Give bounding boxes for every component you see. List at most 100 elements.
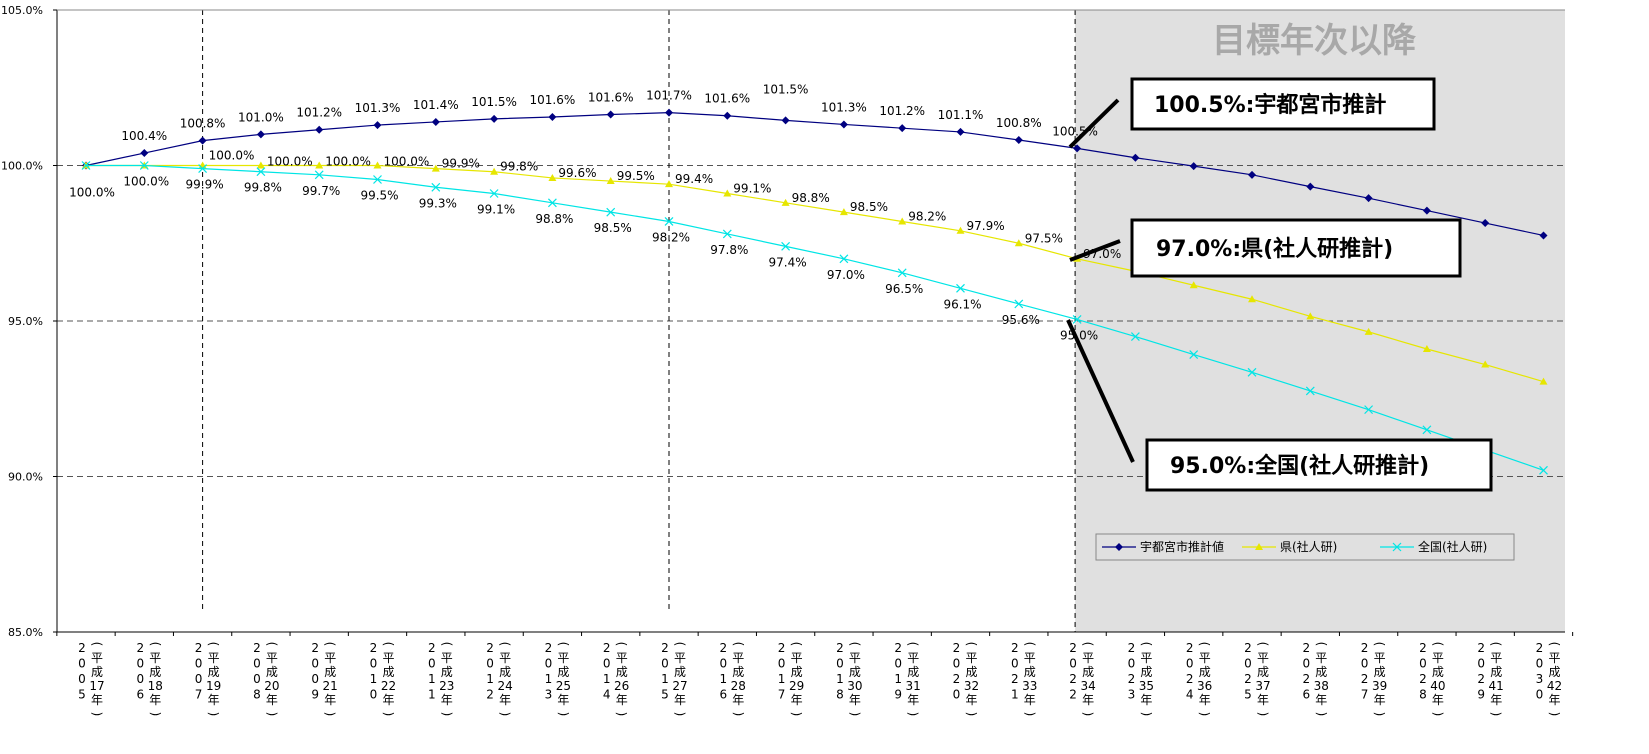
data-label: 98.2% [908, 209, 946, 223]
x-tick-year-char: 0 [1069, 657, 1077, 671]
x-tick-era-char: 平 [1024, 651, 1036, 665]
data-point [489, 189, 499, 198]
x-tick-year-char: 2 [953, 641, 961, 655]
data-label: 99.5% [360, 188, 398, 202]
x-tick-year-char: 2 [661, 641, 669, 655]
x-tick-year-char: 4 [603, 688, 611, 702]
x-tick-era-char: ) [731, 712, 745, 717]
x-tick-era-char: ( [790, 642, 804, 647]
x-tick-era-char: 年 [557, 693, 569, 707]
x-tick-year-char: 2 [1186, 672, 1194, 686]
x-tick-era-char: 年 [791, 693, 803, 707]
x-tick-year-char: 2 [1477, 641, 1485, 655]
data-point [1014, 239, 1023, 247]
data-point [140, 149, 149, 158]
x-tick-era-char: ( [382, 642, 396, 647]
marker-stroke [897, 268, 907, 278]
data-label: 101.4% [413, 98, 459, 112]
y-tick-label: 95.0% [8, 315, 43, 328]
data-point [1539, 231, 1548, 240]
x-tick-year-char: 2 [1069, 672, 1077, 686]
data-point [1131, 153, 1140, 162]
target-year-banner: 目標年次以降 [1212, 21, 1417, 61]
x-tick-era-char: 平 [149, 651, 161, 665]
data-point [1248, 170, 1256, 179]
x-tick-year-char: 0 [894, 657, 902, 671]
x-tick-year-char: 2 [1477, 672, 1485, 686]
data-label: 100.0% [325, 155, 371, 169]
data-label: 99.6% [558, 166, 596, 180]
x-tick-year-char: 2 [1069, 688, 1077, 702]
x-tick-era-char: ) [1431, 712, 1445, 717]
x-tick-year-char: 8 [836, 688, 844, 702]
data-label: 101.5% [471, 95, 517, 109]
x-tick-era-char: 成 [1490, 665, 1502, 679]
x-tick-era-char: 平 [1374, 651, 1386, 665]
data-point [431, 117, 440, 126]
x-tick-era-char: ) [965, 712, 979, 717]
x-tick-era-char: 成 [266, 665, 278, 679]
x-tick-era-char: ( [1198, 642, 1212, 647]
data-label: 101.6% [588, 90, 634, 104]
x-tick-year-char: 0 [78, 672, 86, 686]
data-point [548, 112, 557, 121]
data-point [256, 130, 265, 139]
x-tick-era-char: 年 [1140, 693, 1152, 707]
x-tick-era-char: 平 [208, 651, 220, 665]
x-tick-era-char: ) [615, 712, 629, 717]
x-tick-era-char: 年 [616, 693, 628, 707]
x-tick-year-char: 2 [545, 641, 553, 655]
callout: 97.0%:県(社人研推計) [1069, 218, 1462, 278]
x-tick-year-char: 2 [78, 641, 86, 655]
x-tick-era-char: 平 [1140, 651, 1152, 665]
x-tick-year-char: 2 [311, 641, 319, 655]
data-point [956, 127, 965, 136]
x-tick-era-char: 23 [439, 679, 454, 693]
x-tick-era-char: 成 [791, 665, 803, 679]
marker-stroke [373, 175, 382, 184]
x-tick-year-char: 2 [603, 641, 611, 655]
x-tick-year-char: 0 [1128, 657, 1136, 671]
data-label: 97.4% [769, 255, 807, 269]
x-tick-era-char: ( [615, 642, 629, 647]
data-label: 97.8% [710, 243, 748, 257]
data-point [839, 120, 848, 129]
x-tick-era-char: 平 [1199, 651, 1211, 665]
data-point [898, 124, 907, 133]
x-tick-year-char: 1 [603, 672, 611, 686]
x-tick-era-char: 成 [1140, 665, 1152, 679]
x-tick-era-char: 成 [1082, 665, 1094, 679]
x-tick-year-char: 2 [1244, 641, 1252, 655]
x-tick-era-char: 年 [208, 693, 220, 707]
x-tick-era-char: 平 [1315, 651, 1327, 665]
x-tick-year-char: 9 [311, 688, 319, 702]
x-tick-year-char: 1 [545, 672, 553, 686]
x-axis-tick-labels: 2005(平成17年)2006(平成18年)2007(平成19年)2008(平成… [78, 641, 1562, 716]
callouts: 100.5%:宇都宮市推計 97.0%:県(社人研推計) 95.0%:全国(社人研推… [1066, 77, 1493, 492]
x-tick-era-char: 25 [556, 679, 571, 693]
x-tick-era-char: 年 [849, 693, 861, 707]
data-point [1364, 405, 1374, 415]
x-tick-year-char: 2 [253, 641, 261, 655]
x-tick-era-char: 年 [1315, 693, 1327, 707]
x-tick-era-char: 平 [557, 651, 569, 665]
x-tick-era-char: 年 [1257, 693, 1269, 707]
x-tick-year-char: 2 [1186, 641, 1194, 655]
data-point [1014, 135, 1023, 144]
x-tick-era-char: 成 [1548, 665, 1560, 679]
x-tick-era-char: 年 [1024, 693, 1036, 707]
x-tick-era-char: 30 [847, 679, 862, 693]
x-tick-era-char: 成 [1374, 665, 1386, 679]
x-tick-era-char: 平 [382, 651, 394, 665]
marker-stroke [1189, 350, 1199, 360]
x-tick-era-char: 39 [1372, 679, 1387, 693]
x-tick-era-char: ) [498, 712, 512, 717]
data-point [665, 180, 673, 188]
callout: 95.0%:全国(社人研推計) [1066, 319, 1493, 492]
data-label: 100.0% [123, 175, 169, 189]
data-point [431, 182, 441, 192]
data-point [315, 125, 324, 134]
